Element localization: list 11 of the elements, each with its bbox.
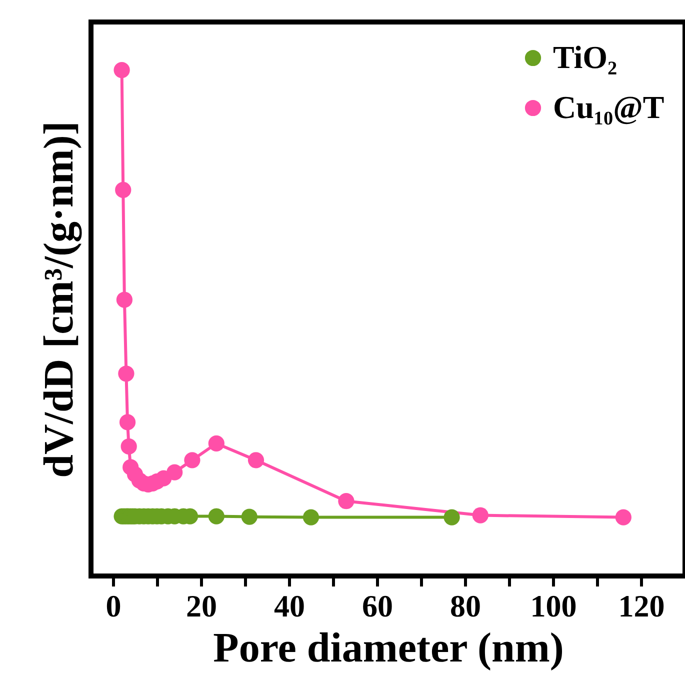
- x-tick-label: 0: [106, 588, 122, 624]
- y-axis-title: dV/dD [cm³/(g·nm)]: [36, 121, 82, 478]
- x-tick-label: 20: [186, 588, 217, 624]
- legend-label: TiO₂: [553, 39, 618, 75]
- legend-label: Cu₁₀@T: [553, 89, 664, 125]
- x-tick-label: 80: [450, 588, 481, 624]
- x-tick-label: 120: [618, 588, 665, 624]
- x-tick-label: 100: [530, 588, 577, 624]
- x-axis-title: Pore diameter (nm): [213, 626, 564, 672]
- x-tick-label: 60: [362, 588, 393, 624]
- x-tick-label: 40: [274, 588, 305, 624]
